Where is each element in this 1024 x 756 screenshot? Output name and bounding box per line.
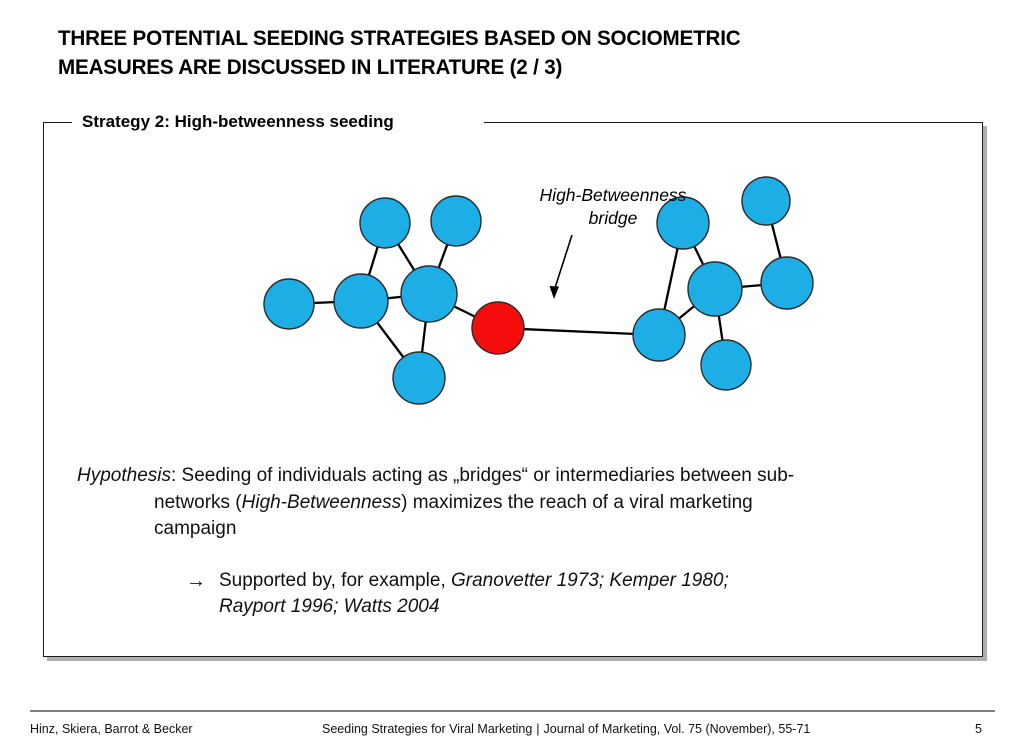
network-node xyxy=(400,265,458,323)
hypothesis-line-3: campaign xyxy=(154,518,237,539)
supported-by-block: → Supported by, for example, Granovetter… xyxy=(186,568,946,620)
network-node xyxy=(359,197,411,249)
footer-page-number: 5 xyxy=(975,722,982,736)
network-edge xyxy=(497,326,660,337)
network-node xyxy=(687,261,743,317)
network-node xyxy=(741,176,791,226)
hypothesis-line-2-post: ) maximizes the reach of a viral marketi… xyxy=(401,491,753,513)
footer-separator: | xyxy=(536,722,540,736)
network-node xyxy=(760,256,814,310)
annotation-arrow xyxy=(549,234,573,299)
hypothesis-line-2-pre: networks ( xyxy=(154,491,242,513)
supported-by-lead: Supported by, for example, xyxy=(219,570,451,591)
supported-by-line-1: Supported by, for example, Granovetter 1… xyxy=(186,568,946,594)
page-title: THREE POTENTIAL SEEDING STRATEGIES BASED… xyxy=(58,24,922,82)
references-line-1: Granovetter 1973; Kemper 1980; xyxy=(451,570,729,591)
network-node xyxy=(263,278,315,330)
network-node-seed xyxy=(471,301,525,355)
footer-authors: Hinz, Skiera, Barrot & Becker xyxy=(30,722,193,736)
network-node xyxy=(656,196,710,250)
hypothesis-line-2-emphasis: High-Betweenness xyxy=(241,491,402,513)
network-node xyxy=(333,273,389,329)
footer-paper-title: Seeding Strategies for Viral Marketing xyxy=(322,722,533,736)
footer-divider xyxy=(30,710,995,712)
hypothesis-block: Hypothesis: Seeding of individuals actin… xyxy=(77,463,947,543)
page-title-line-2: MEASURES ARE DISCUSSED IN LITERATURE (2 … xyxy=(58,55,563,79)
hypothesis-line-2: networks (High-Betweenness) maximizes th… xyxy=(77,490,947,517)
annotation-line-1: High-Betweenness xyxy=(540,185,687,205)
hypothesis-line-1: : Seeding of individuals acting as „brid… xyxy=(171,465,795,486)
strategy-legend-label: Strategy 2: High-betweenness seeding xyxy=(77,110,399,134)
network-node xyxy=(700,339,752,391)
footer: Hinz, Skiera, Barrot & Becker Seeding St… xyxy=(0,722,1024,744)
footer-citation: Seeding Strategies for Viral Marketing | J… xyxy=(322,722,810,736)
network-node xyxy=(392,351,446,405)
arrow-right-icon: → xyxy=(186,570,206,592)
page-title-line-1: THREE POTENTIAL SEEDING STRATEGIES BASED… xyxy=(58,26,741,50)
hypothesis-label: Hypothesis xyxy=(77,465,171,486)
annotation-line-2: bridge xyxy=(589,208,638,228)
network-diagram: High-Betweenness bridge xyxy=(263,176,814,405)
strategy-content-box: Strategy 2: High-betweenness seeding Hig… xyxy=(43,110,983,657)
references-line-2: Rayport 1996; Watts 2004 xyxy=(219,596,440,617)
network-node-layer xyxy=(263,176,814,405)
network-node xyxy=(632,308,686,362)
footer-journal: Journal of Marketing, Vol. 75 (November)… xyxy=(543,722,811,736)
network-node xyxy=(430,195,482,247)
